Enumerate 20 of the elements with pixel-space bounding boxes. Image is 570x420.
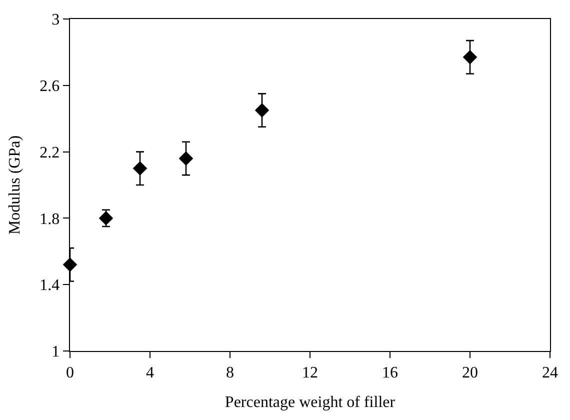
y-tick-label: 1.4 [40, 277, 60, 294]
x-tick-label: 20 [462, 364, 478, 382]
y-axis-title: Modulus (GPa) [6, 135, 24, 235]
x-tick-label: 8 [226, 364, 234, 382]
x-tick-label: 16 [382, 364, 398, 382]
y-tick-label: 1 [52, 344, 60, 361]
point [178, 151, 194, 166]
point [254, 103, 270, 118]
x-tick-label: 24 [542, 364, 558, 382]
point [462, 50, 478, 64]
x-tick-label: 4 [146, 364, 154, 382]
x-tick-label: 12 [302, 364, 318, 382]
x-tick-label: 0 [66, 364, 74, 382]
y-tick-label: 2.6 [40, 78, 60, 95]
x-axis-title: Percentage weight of filler [224, 394, 396, 412]
y-tick-label: 2.2 [40, 144, 60, 162]
y-tick-label: 1.8 [40, 210, 60, 228]
y-tick-label: 3 [52, 12, 60, 29]
point [132, 161, 148, 176]
point [98, 211, 114, 226]
